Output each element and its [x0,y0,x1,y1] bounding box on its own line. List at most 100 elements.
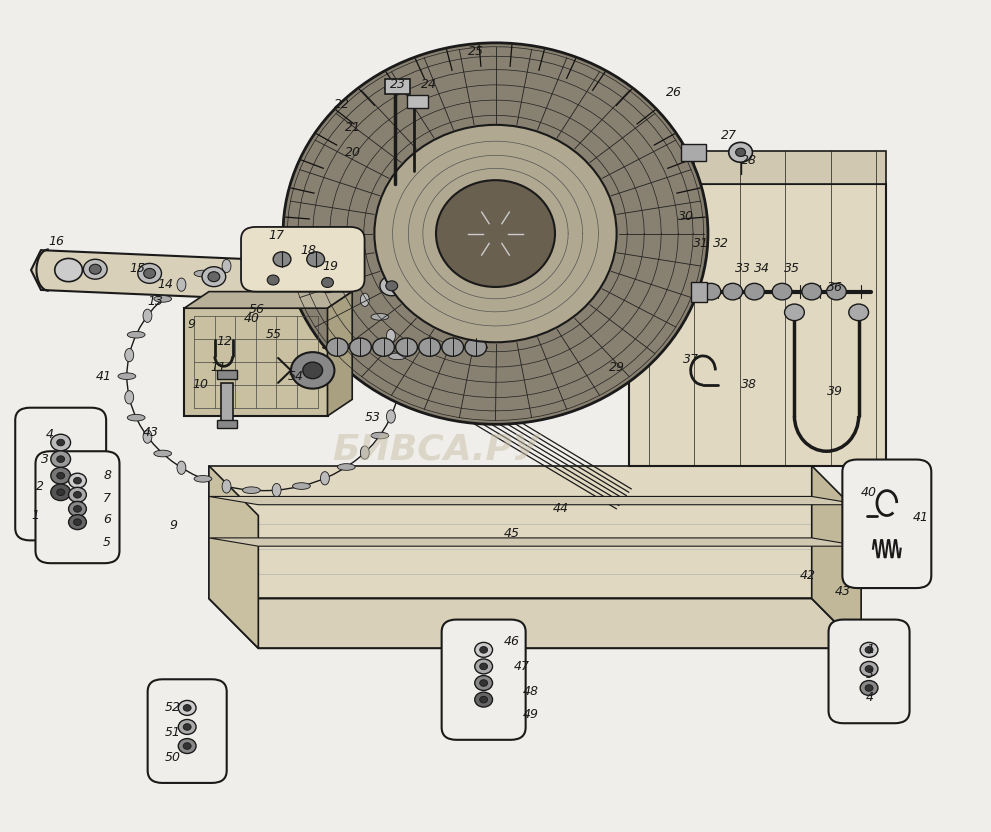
Text: 48: 48 [523,685,539,698]
Text: 9: 9 [187,319,195,331]
Ellipse shape [375,125,616,342]
Circle shape [68,473,86,488]
Ellipse shape [127,414,145,421]
Circle shape [475,659,493,674]
Text: 34: 34 [754,262,770,275]
Circle shape [785,304,805,320]
Text: 33: 33 [734,262,750,275]
Text: 38: 38 [740,378,756,391]
Circle shape [480,696,488,703]
Text: 46: 46 [503,635,519,648]
Text: 9: 9 [169,519,177,532]
Circle shape [178,720,196,735]
Text: 12: 12 [217,334,233,348]
Circle shape [465,338,487,356]
Polygon shape [629,151,886,184]
Text: 24: 24 [421,78,437,91]
Ellipse shape [243,487,261,493]
Ellipse shape [118,373,136,379]
Text: 28: 28 [740,154,756,167]
Circle shape [183,705,191,711]
Circle shape [722,284,742,300]
Ellipse shape [243,259,261,265]
Ellipse shape [154,295,171,302]
Ellipse shape [386,410,395,423]
Ellipse shape [371,314,388,320]
Polygon shape [209,538,861,546]
Bar [681,144,706,161]
Circle shape [442,338,464,356]
Text: 53: 53 [365,411,382,424]
Circle shape [291,352,334,389]
Ellipse shape [222,480,231,493]
Ellipse shape [337,463,355,470]
Circle shape [860,681,878,696]
Circle shape [89,265,101,275]
Circle shape [56,473,64,479]
Ellipse shape [361,293,370,306]
Ellipse shape [125,349,134,362]
Circle shape [274,252,291,267]
Text: 39: 39 [826,384,842,398]
Circle shape [56,456,64,463]
Text: 20: 20 [345,146,362,159]
Text: 32: 32 [713,237,729,250]
Text: 56: 56 [249,304,265,316]
Circle shape [68,502,86,517]
Circle shape [262,270,285,290]
Circle shape [385,281,397,291]
Text: 6: 6 [103,513,111,526]
FancyBboxPatch shape [442,620,525,740]
Ellipse shape [361,446,370,459]
Circle shape [860,661,878,676]
Circle shape [73,506,81,513]
Circle shape [51,434,70,451]
Circle shape [380,276,403,295]
Circle shape [802,284,822,300]
Circle shape [83,260,107,280]
Circle shape [316,273,339,292]
Circle shape [144,269,156,279]
Polygon shape [184,292,352,308]
Text: 26: 26 [666,86,682,99]
Circle shape [51,468,70,484]
Polygon shape [31,250,673,316]
Ellipse shape [143,430,152,443]
Text: 44: 44 [553,503,569,515]
Circle shape [268,275,279,285]
Text: 36: 36 [826,281,842,294]
Text: 49: 49 [523,708,539,721]
Text: 3: 3 [866,668,874,681]
Circle shape [865,685,873,691]
Ellipse shape [386,329,395,343]
Ellipse shape [337,282,355,289]
Ellipse shape [127,331,145,338]
Text: 22: 22 [334,97,351,111]
Polygon shape [209,466,259,648]
Circle shape [475,676,493,691]
FancyBboxPatch shape [842,459,932,588]
Ellipse shape [273,255,281,269]
Ellipse shape [292,263,310,270]
Text: 54: 54 [288,369,304,383]
Circle shape [480,663,488,670]
Ellipse shape [388,353,406,359]
FancyBboxPatch shape [828,620,910,723]
Circle shape [848,304,868,320]
Text: 31: 31 [693,237,710,250]
Text: 30: 30 [678,210,695,224]
Circle shape [202,267,226,287]
Polygon shape [691,282,707,301]
Bar [221,383,233,424]
Text: 41: 41 [95,369,111,383]
Circle shape [178,701,196,716]
Circle shape [73,492,81,498]
Bar [385,79,409,94]
Circle shape [183,743,191,750]
Text: 7: 7 [103,493,111,505]
Text: 52: 52 [165,701,180,715]
Circle shape [51,451,70,468]
Ellipse shape [154,450,171,457]
Circle shape [860,642,878,657]
Text: 47: 47 [513,660,529,673]
